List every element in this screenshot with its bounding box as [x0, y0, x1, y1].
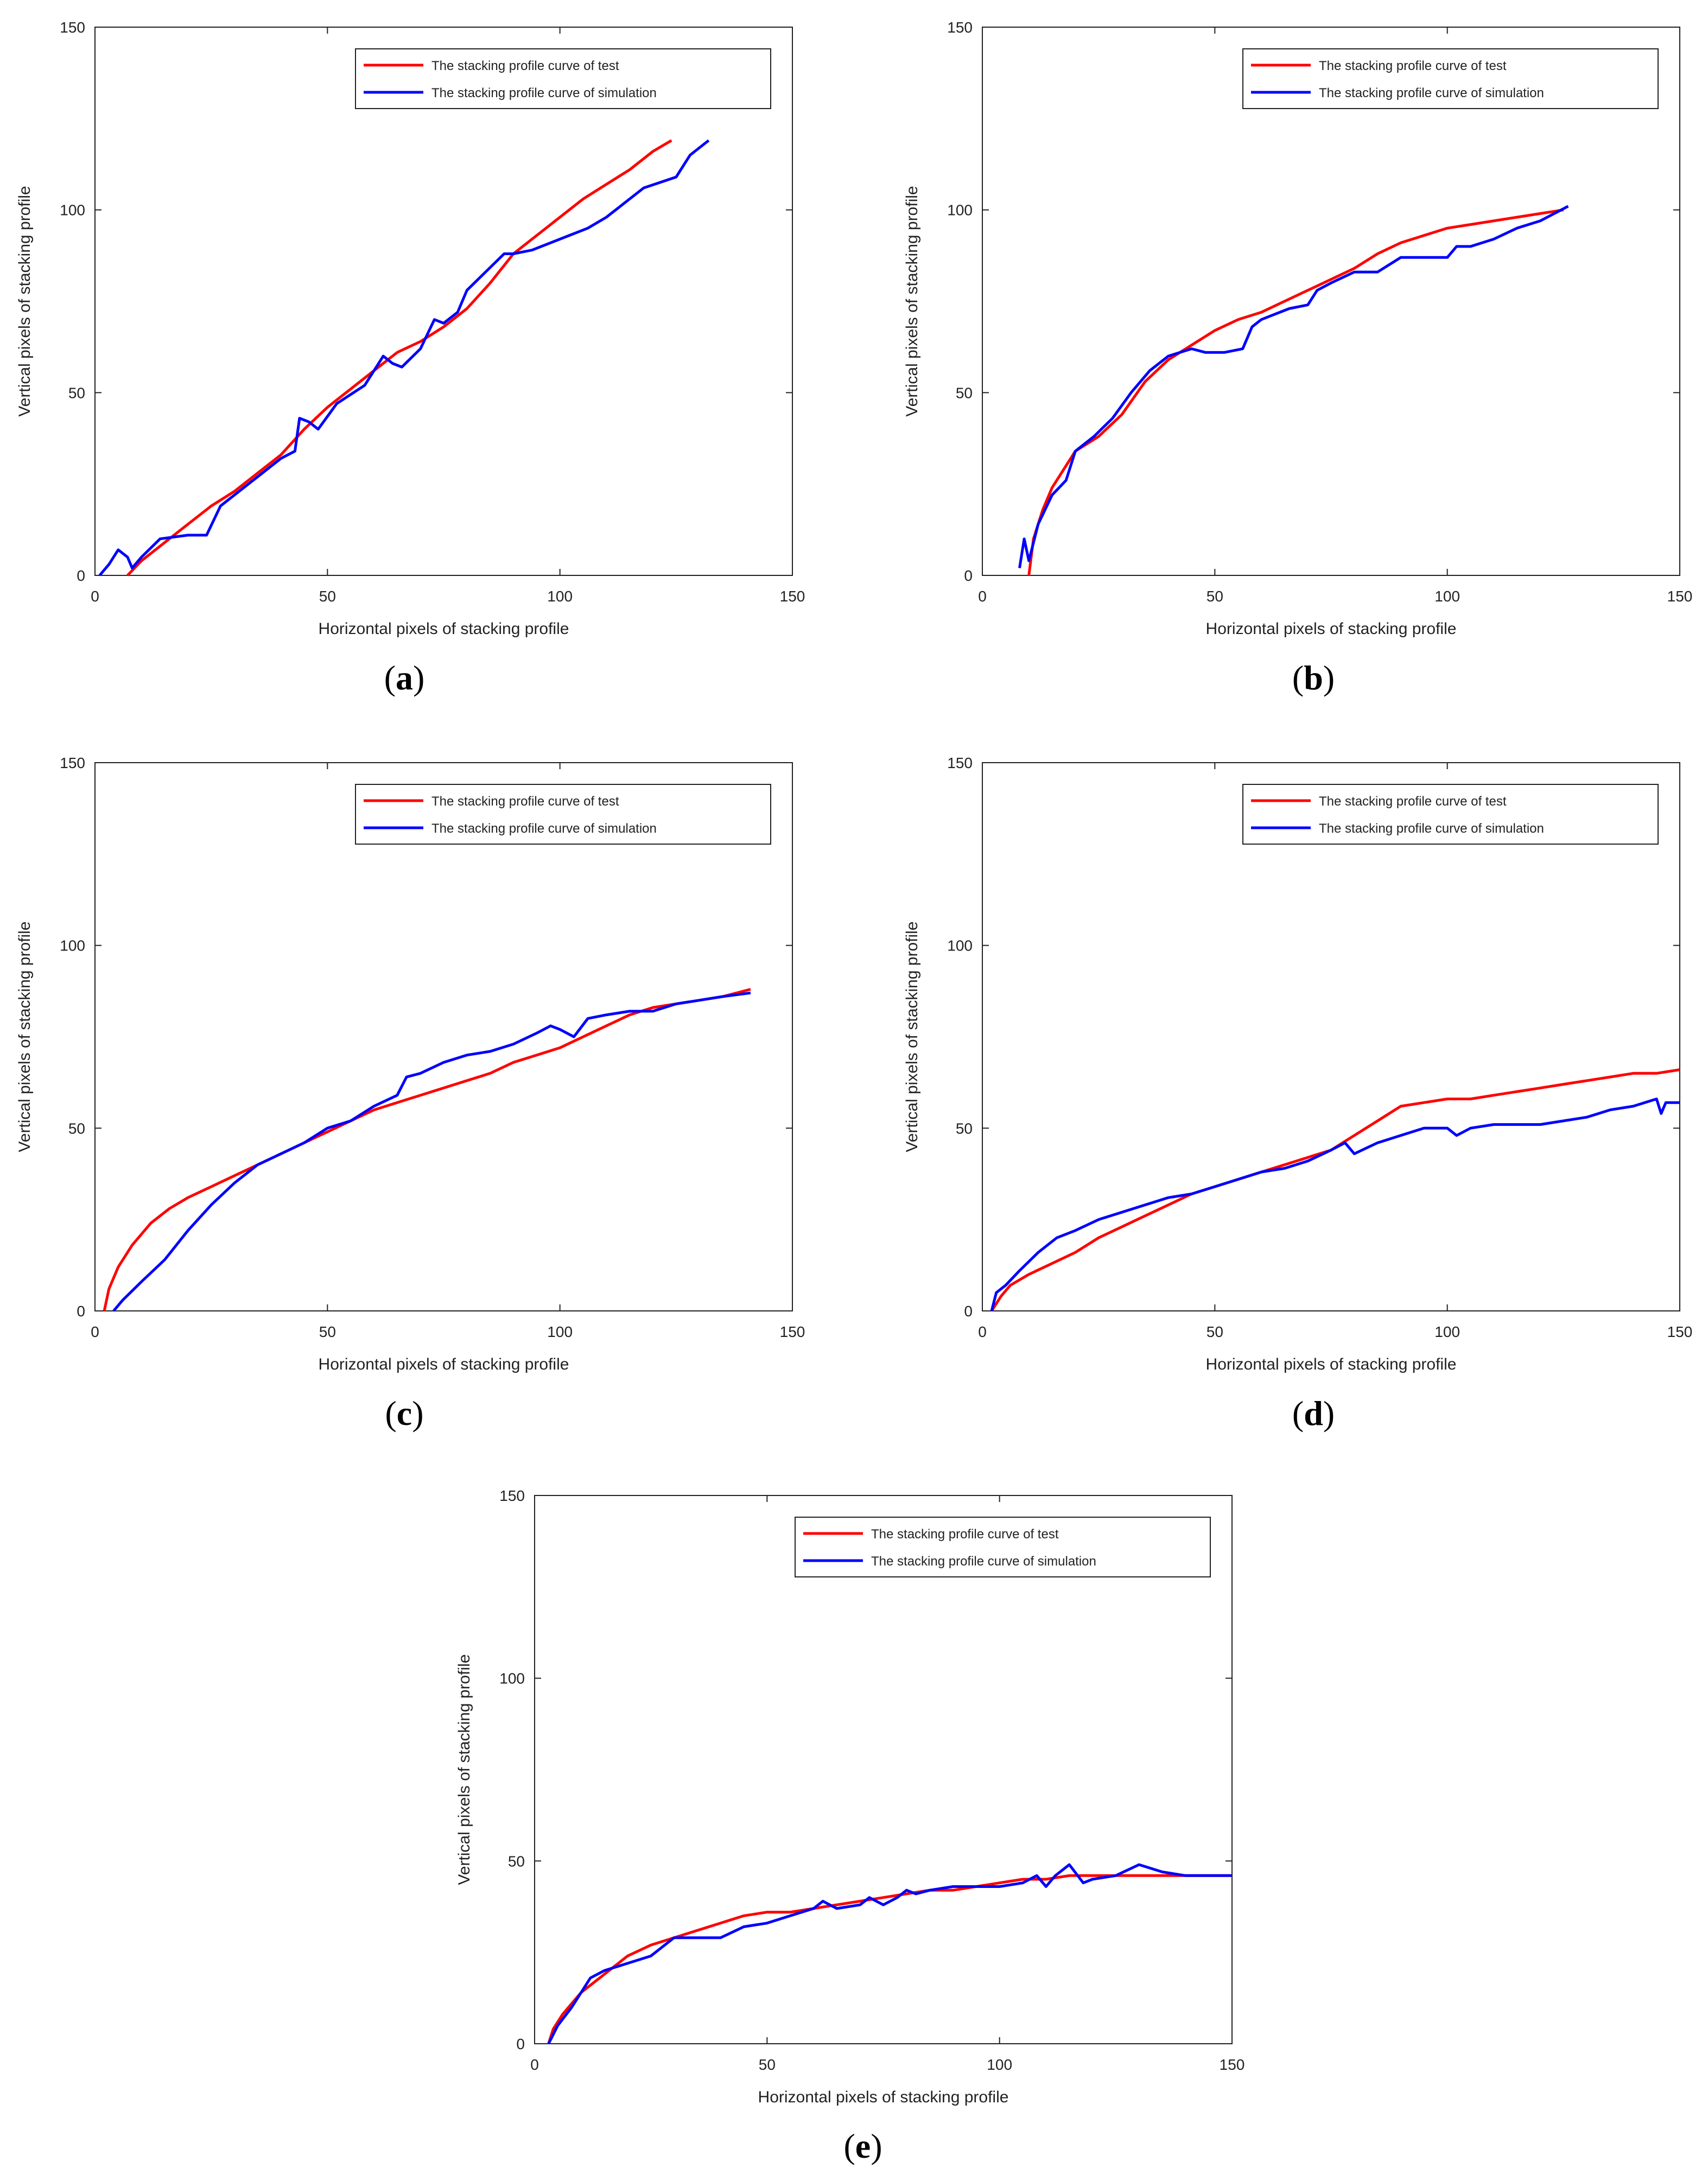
x-axis-label: Horizontal pixels of stacking profile — [319, 620, 569, 638]
legend: The stacking profile curve of test The st… — [795, 1517, 1211, 1577]
plot-frame — [982, 27, 1680, 576]
x-tick-label: 0 — [91, 588, 99, 605]
y-tick-label: 100 — [499, 1670, 525, 1687]
panel-label: (d) — [1292, 1394, 1335, 1433]
y-tick-label: 100 — [947, 202, 973, 219]
legend-box — [1242, 784, 1659, 845]
legend-label: The stacking profile curve of test — [1319, 794, 1507, 809]
y-axis-label: Vertical pixels of stacking profile — [455, 1654, 473, 1885]
plot-frame — [534, 1495, 1233, 2044]
x-tick-label: 150 — [1667, 588, 1693, 605]
legend-label: The stacking profile curve of test — [871, 1527, 1059, 1542]
y-tick-label: 150 — [947, 755, 973, 771]
legend-box — [795, 1517, 1211, 1577]
y-tick-label: 50 — [68, 384, 85, 401]
panel-label: (b) — [1292, 658, 1335, 697]
x-axis-label: Horizontal pixels of stacking profile — [758, 2088, 1009, 2106]
series-line-simulation — [1018, 205, 1569, 568]
series-line-test — [126, 139, 672, 576]
x-tick-label: 50 — [319, 1323, 336, 1340]
panel-label: (e) — [843, 2127, 882, 2165]
x-tick-label: 150 — [1667, 1323, 1693, 1340]
y-tick-label: 100 — [60, 202, 85, 219]
y-tick-label: 150 — [499, 1487, 525, 1504]
legend-label: The stacking profile curve of test — [431, 59, 619, 73]
y-tick-label: 50 — [956, 384, 973, 401]
series-line-simulation — [112, 991, 751, 1312]
x-axis-label: Horizontal pixels of stacking profile — [1206, 1355, 1457, 1373]
y-axis-label: Vertical pixels of stacking profile — [16, 186, 34, 416]
y-axis-label: Vertical pixels of stacking profile — [903, 186, 921, 416]
y-tick-label: 0 — [77, 567, 85, 584]
series-line-test — [1027, 208, 1564, 576]
legend: The stacking profile curve of test The st… — [1242, 784, 1659, 845]
legend-label: The stacking profile curve of simulation — [1319, 821, 1544, 836]
series-line-simulation — [990, 1098, 1680, 1311]
x-tick-label: 50 — [1207, 1323, 1223, 1340]
x-tick-label: 50 — [759, 2056, 776, 2073]
series-line-simulation — [547, 1863, 1232, 2045]
chart-panel-a: 0 50 100 150 0 50 100 150 Horizontal pixels of s… — [16, 19, 805, 697]
y-tick-label: 0 — [77, 1303, 85, 1320]
x-tick-label: 100 — [547, 1323, 573, 1340]
series-line-test — [547, 1874, 1232, 2044]
legend-label: The stacking profile curve of simulation — [431, 821, 657, 836]
x-tick-label: 150 — [780, 588, 805, 605]
x-tick-label: 0 — [530, 2056, 539, 2073]
chart-panel-b: 0 50 100 150 0 50 100 150 Horizontal pixels of s… — [903, 19, 1692, 697]
x-tick-label: 150 — [1220, 2056, 1245, 2073]
legend: The stacking profile curve of test The st… — [355, 48, 771, 109]
y-tick-label: 150 — [947, 19, 973, 36]
legend-box — [355, 784, 771, 845]
legend-label: The stacking profile curve of simulation — [1319, 86, 1544, 100]
x-tick-label: 0 — [978, 1323, 987, 1340]
y-tick-label: 50 — [508, 1853, 525, 1869]
legend-label: The stacking profile curve of simulation — [871, 1554, 1096, 1569]
x-tick-label: 50 — [1207, 588, 1223, 605]
series-line-test — [103, 988, 751, 1311]
legend: The stacking profile curve of test The st… — [1242, 48, 1659, 109]
chart-panel-d: 0 50 100 150 0 50 100 150 Horizontal pixels of s… — [903, 755, 1692, 1433]
y-axis-label: Vertical pixels of stacking profile — [16, 921, 34, 1152]
x-tick-label: 100 — [547, 588, 573, 605]
chart-panel-e: 0 50 100 150 0 50 100 150 Horizontal pixels of s… — [455, 1487, 1245, 2165]
x-tick-label: 100 — [1434, 1323, 1460, 1340]
legend: The stacking profile curve of test The st… — [355, 784, 771, 845]
y-tick-label: 50 — [68, 1120, 85, 1137]
plot-frame — [982, 762, 1680, 1311]
y-tick-label: 50 — [956, 1120, 973, 1137]
x-tick-label: 50 — [319, 588, 336, 605]
x-axis-label: Horizontal pixels of stacking profile — [1206, 620, 1457, 638]
series-line-simulation — [98, 139, 710, 576]
x-tick-label: 0 — [91, 1323, 99, 1340]
y-axis-label: Vertical pixels of stacking profile — [903, 921, 921, 1152]
y-tick-label: 100 — [60, 937, 85, 954]
legend-label: The stacking profile curve of simulation — [431, 86, 657, 100]
y-tick-label: 0 — [516, 2036, 525, 2052]
x-tick-label: 100 — [987, 2056, 1012, 2073]
legend-box — [1242, 48, 1659, 109]
chart-panel-c: 0 50 100 150 0 50 100 150 Horizontal pixels of s… — [16, 755, 805, 1433]
plot-frame — [94, 27, 793, 576]
legend-label: The stacking profile curve of test — [431, 794, 619, 809]
y-tick-label: 150 — [60, 755, 85, 771]
panel-label: (c) — [385, 1394, 423, 1433]
legend-label: The stacking profile curve of test — [1319, 59, 1507, 73]
plot-frame — [94, 762, 793, 1311]
y-tick-label: 0 — [964, 567, 973, 584]
x-axis-label: Horizontal pixels of stacking profile — [319, 1355, 569, 1373]
x-tick-label: 100 — [1434, 588, 1460, 605]
y-tick-label: 100 — [947, 937, 973, 954]
y-tick-label: 0 — [964, 1303, 973, 1320]
y-tick-label: 150 — [60, 19, 85, 36]
x-tick-label: 0 — [978, 588, 987, 605]
legend-box — [355, 48, 771, 109]
series-line-test — [990, 1068, 1680, 1312]
panel-label: (a) — [384, 658, 425, 697]
x-tick-label: 150 — [780, 1323, 805, 1340]
